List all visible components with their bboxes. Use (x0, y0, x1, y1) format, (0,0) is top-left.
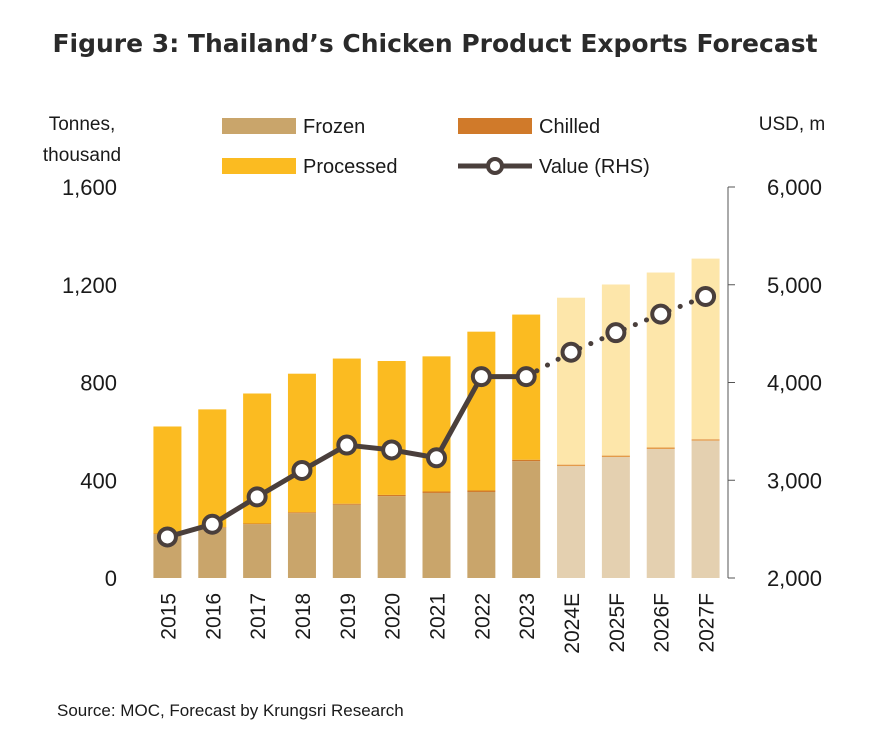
value-point-2021 (426, 447, 447, 469)
bar-chilled-2025F (601, 455, 630, 458)
bar-frozen-2024E (557, 466, 586, 578)
left-tick-label: 800 (80, 371, 117, 396)
bar-chilled-2022 (467, 490, 496, 492)
value-point-2026F (650, 303, 672, 325)
value-point-2024E (560, 341, 582, 363)
bar-chilled-2020 (377, 494, 406, 497)
value-point-2027F (695, 285, 717, 307)
right-tick-label: 6,000 (767, 175, 822, 200)
x-tick-label: 2017 (247, 593, 270, 640)
source-note: Source: MOC, Forecast by Krungsri Resear… (57, 701, 404, 720)
value-point-2019 (336, 434, 358, 456)
bar-frozen-2022 (467, 491, 496, 578)
bar-processed-2018 (287, 373, 316, 513)
left-tick-label: 1,600 (62, 175, 117, 200)
value-point-2020 (381, 439, 403, 461)
value-point-2016 (201, 513, 223, 535)
bar-chilled-2023 (512, 459, 541, 462)
bar-chilled-2024E (557, 464, 586, 467)
x-tick-label: 2022 (471, 593, 494, 640)
left-tick-label: 1,200 (62, 273, 117, 298)
x-tick-label: 2021 (427, 593, 450, 640)
left-axis: 0 400 800 1,200 1,600 (62, 175, 117, 591)
x-tick-label: 2023 (516, 593, 539, 640)
left-tick-label: 0 (105, 566, 117, 591)
left-axis-unit-line-2: thousand (43, 145, 121, 166)
bar-frozen-2020 (377, 496, 406, 578)
value-point-2018 (291, 459, 313, 481)
right-axis-unit: USD, m (759, 114, 826, 135)
bar-frozen-2019 (332, 504, 361, 578)
bar-frozen-2016 (198, 527, 227, 578)
bar-processed-2022 (467, 331, 496, 491)
legend-label-frozen: Frozen (303, 116, 365, 138)
bar-series (153, 258, 720, 578)
value-point-2022 (470, 366, 492, 388)
x-tick-label: 2027F (696, 593, 719, 653)
right-tick-label: 4,000 (767, 371, 822, 396)
x-tick-label: 2016 (202, 593, 225, 640)
right-tick-label: 5,000 (767, 273, 822, 298)
bar-chilled-2026F (646, 447, 675, 449)
right-tick-label: 3,000 (767, 468, 822, 493)
x-tick-label: 2020 (382, 593, 405, 640)
bar-frozen-2025F (601, 457, 630, 578)
legend-label-value: Value (RHS) (539, 156, 650, 178)
bar-processed-2026F (646, 272, 675, 448)
bar-chilled-2018 (287, 512, 316, 514)
x-tick-label: 2019 (337, 593, 360, 640)
left-axis-unit-line-1: Tonnes, (49, 114, 116, 135)
bar-chilled-2027F (691, 439, 720, 441)
bar-frozen-2018 (287, 513, 316, 578)
value-line-series (156, 285, 717, 548)
value-point-2015 (156, 526, 178, 548)
left-tick-label: 400 (80, 468, 117, 493)
value-point-2025F (605, 322, 627, 344)
legend-swatch-frozen (222, 118, 296, 134)
bar-processed-2021 (422, 356, 451, 492)
bar-frozen-2026F (646, 448, 675, 578)
bar-chilled-2019 (332, 503, 361, 505)
legend-label-processed: Processed (303, 156, 398, 178)
legend: Frozen Chilled Processed Value (RHS) (222, 116, 650, 178)
legend-marker-value (486, 157, 504, 175)
value-point-2017 (246, 486, 268, 508)
legend-swatch-processed (222, 158, 296, 174)
bar-processed-2027F (691, 258, 720, 440)
right-tick-label: 2,000 (767, 566, 822, 591)
x-tick-label: 2024E (561, 593, 584, 654)
legend-label-chilled: Chilled (539, 116, 600, 138)
x-tick-label: 2025F (606, 593, 629, 653)
bar-processed-2020 (377, 360, 406, 495)
x-tick-label: 2015 (157, 593, 180, 640)
bar-frozen-2023 (512, 461, 541, 578)
value-line-forecast (523, 293, 709, 380)
bar-processed-2023 (512, 314, 541, 460)
bar-frozen-2017 (243, 524, 272, 578)
legend-swatch-chilled (458, 118, 532, 134)
bar-processed-2019 (332, 358, 361, 504)
x-tick-label: 2026F (651, 593, 674, 653)
bar-chilled-2017 (243, 523, 272, 525)
value-point-2023 (515, 366, 537, 388)
bar-processed-2025F (601, 284, 630, 456)
bar-processed-2024E (557, 297, 586, 465)
x-tick-label: 2018 (292, 593, 315, 640)
bar-frozen-2027F (691, 440, 720, 578)
bar-frozen-2021 (422, 492, 451, 578)
bar-processed-2015 (153, 426, 182, 534)
x-axis: 2015 2016 2017 2018 2019 2020 2021 2022 2023 2024… (157, 593, 718, 654)
bar-processed-2016 (198, 409, 227, 528)
bar-chilled-2021 (422, 491, 451, 493)
right-axis: 2,000 3,000 4,000 5,000 6,000 (728, 175, 822, 591)
chart-title: Figure 3: Thailand’s Chicken Product Exp… (52, 29, 817, 58)
